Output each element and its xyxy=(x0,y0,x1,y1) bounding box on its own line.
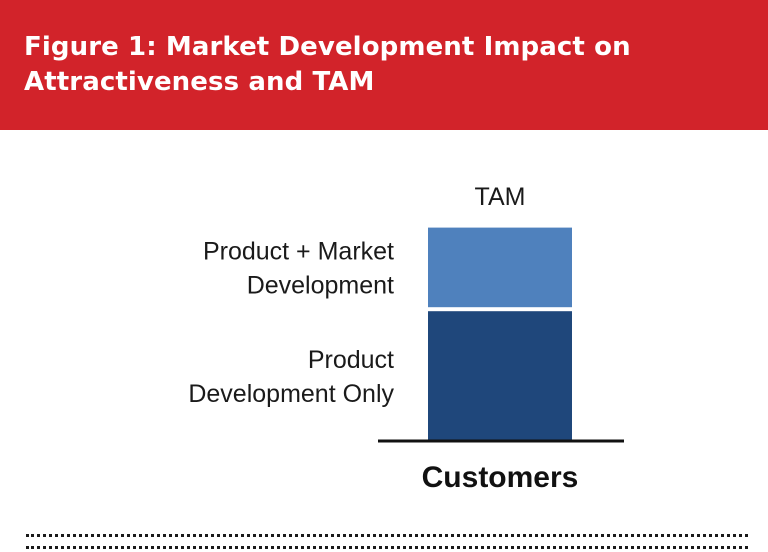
bar-segment-product-development-only xyxy=(428,311,572,441)
series-label-0-line-0: Product xyxy=(308,346,394,374)
divider-dotted-top xyxy=(26,534,748,537)
x-axis-label: Customers xyxy=(422,461,579,494)
figure-header: Figure 1: Market Development Impact on A… xyxy=(0,0,768,130)
figure-title: Figure 1: Market Development Impact on A… xyxy=(24,32,631,97)
series-label-1-line-1: Development xyxy=(247,271,394,299)
bar-group xyxy=(428,227,572,441)
series-label-0-line-1: Development Only xyxy=(188,380,394,408)
series-label-1-line-0: Product + Market xyxy=(203,237,394,265)
divider-dotted-bottom xyxy=(26,546,748,549)
segment-labels: Product Development Only Product + Market D… xyxy=(188,237,394,408)
category-label-tam: TAM xyxy=(475,183,526,211)
bar-segment-product-market-development xyxy=(428,227,572,308)
